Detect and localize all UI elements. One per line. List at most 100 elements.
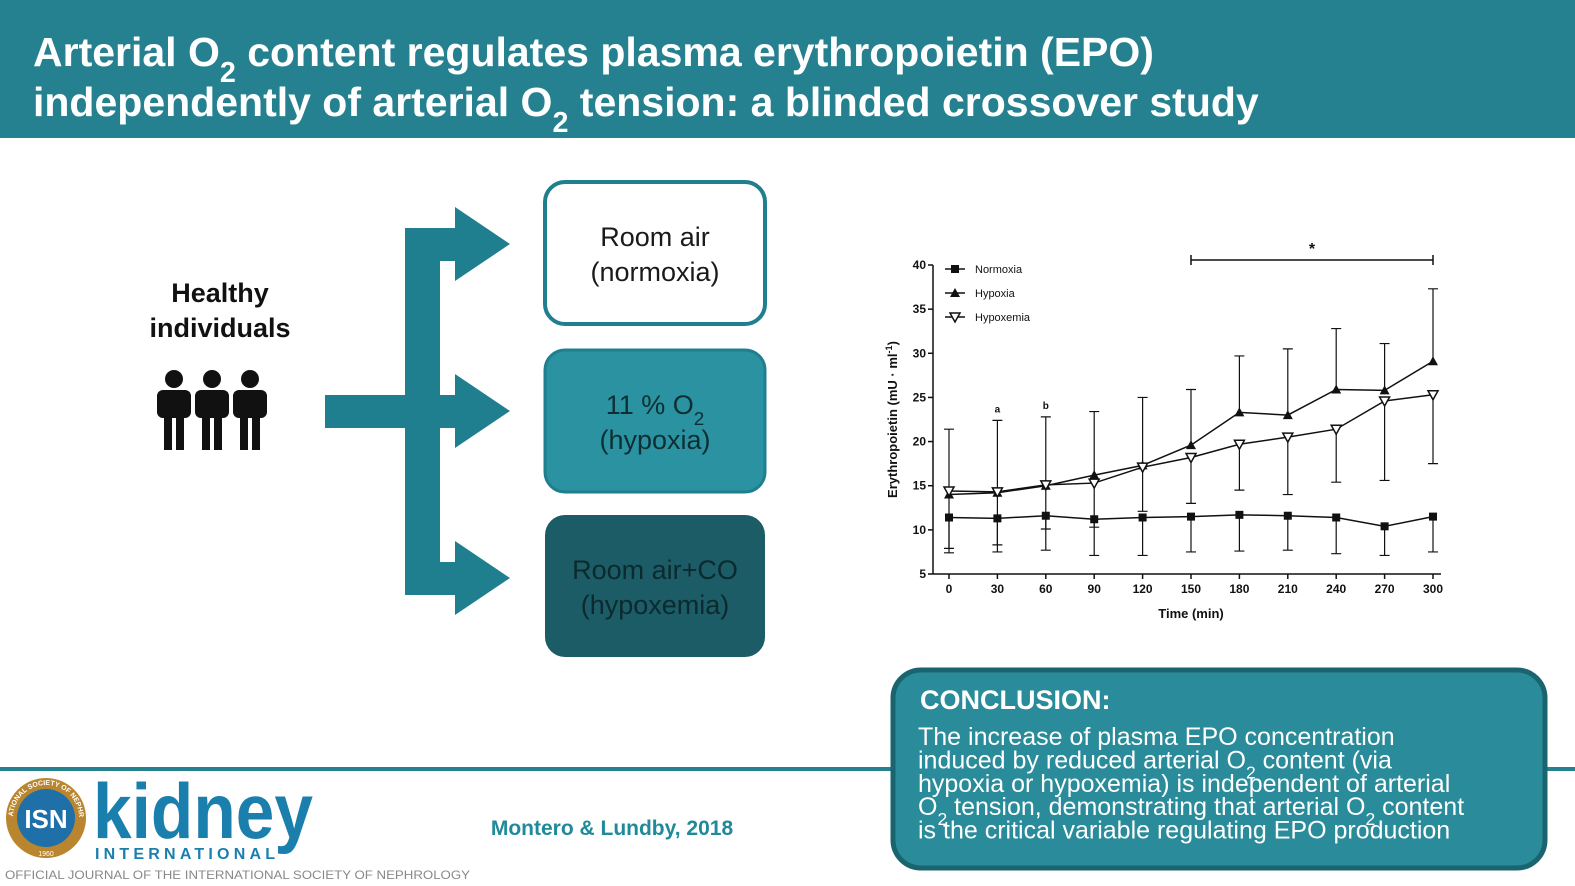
error-bar: [1040, 416, 1051, 486]
box-text-part: (hypoxemia): [581, 590, 730, 620]
conclusion-line-part: The increase of plasma EPO concentration: [918, 723, 1395, 751]
box-text-part: Room air: [600, 222, 710, 252]
legend-symbol: [948, 312, 962, 324]
x-tick-label: 300: [1423, 582, 1443, 596]
box-hypoxemia: [545, 515, 765, 657]
legend-label: Normoxia: [975, 264, 1023, 276]
y-axis-label-part: ): [885, 341, 900, 345]
box-text-part: (normoxia): [590, 257, 719, 287]
error-bar: [1331, 327, 1342, 390]
conclusion-line: is the critical variable regulating EPO …: [918, 817, 1450, 845]
error-bar: [1137, 517, 1148, 557]
conclusion-heading: CONCLUSION:: [920, 685, 1111, 715]
marker: [1187, 512, 1195, 521]
y-tick-label: 25: [913, 390, 927, 404]
conclusion-line-part: 2: [937, 809, 947, 829]
legend-symbol: [950, 288, 960, 297]
title-line-part: content regulates plasma erythropoietin …: [236, 29, 1154, 75]
x-tick-label: 0: [946, 582, 953, 596]
box-text: (normoxia): [590, 257, 719, 287]
logo-abbr: ISN: [24, 804, 67, 834]
error-bar: [1137, 467, 1148, 512]
title-line-part: independently of arterial O: [33, 79, 552, 125]
error-bar: [1089, 483, 1100, 528]
marker: [1283, 511, 1292, 520]
x-tick-label: 270: [1375, 582, 1395, 596]
error-bar: [1282, 515, 1293, 551]
error-bar: [1428, 288, 1438, 362]
marker: [1329, 424, 1343, 436]
error-bar: [1234, 514, 1245, 552]
x-tick-label: 150: [1181, 582, 1201, 596]
error-bar: [1379, 400, 1390, 482]
x-tick-label: 180: [1229, 582, 1249, 596]
conclusion-line: The increase of plasma EPO concentration: [918, 723, 1395, 751]
journal-tagline: OFFICIAL JOURNAL OF THE INTERNATIONAL SO…: [5, 868, 470, 882]
marker: [1039, 480, 1053, 492]
x-tick-label: 30: [991, 582, 1005, 596]
conclusion-line-part: content (via: [1256, 746, 1392, 774]
error-bar: [944, 428, 954, 495]
error-bar: [1282, 437, 1293, 496]
error-bar: [1379, 342, 1390, 391]
box-text: (hypoxia): [599, 425, 710, 455]
error-bar: [1331, 517, 1342, 555]
x-axis-label: Time (min): [1158, 606, 1224, 621]
annotation: a: [995, 404, 1001, 415]
error-bar: [1234, 444, 1245, 491]
title-line-part: 2: [552, 107, 568, 139]
marker: [1380, 522, 1389, 531]
marker: [942, 486, 956, 498]
error-bar: [1186, 388, 1196, 446]
conclusion-line: O2 tension, demonstrating that arterial …: [918, 793, 1464, 829]
error-bar: [992, 491, 1003, 546]
conclusion-line-part: O: [918, 793, 937, 821]
box-text-part: 11 % O: [606, 390, 694, 420]
x-tick-label: 120: [1133, 582, 1153, 596]
marker: [1233, 439, 1246, 451]
box-text-part: Room air+CO: [572, 555, 738, 585]
error-bar: [1234, 355, 1245, 413]
marker: [1235, 510, 1244, 519]
marker: [1426, 390, 1440, 402]
error-bar: [1089, 410, 1100, 476]
y-axis-label-part: Erythropoietin (mU · ml: [885, 353, 900, 497]
box-hypoxia: [543, 348, 767, 494]
marker: [1138, 513, 1147, 522]
logo-year: 1960: [38, 851, 54, 858]
title-line-part: tension: a blinded crossover study: [568, 79, 1259, 125]
box-text-part: 2: [694, 409, 705, 430]
x-tick-label: 240: [1326, 582, 1346, 596]
x-tick-label: 60: [1039, 582, 1053, 596]
significance-label: *: [1309, 241, 1316, 258]
box-text-part: (hypoxia): [599, 425, 710, 455]
error-bar: [1331, 429, 1342, 483]
conclusion-line-part: is the critical variable regulating EPO …: [918, 817, 1450, 845]
header-band: [0, 0, 1575, 138]
marker: [1087, 478, 1101, 490]
title-line: Arterial O2 content regulates plasma ery…: [33, 29, 1154, 89]
error-bar: [1428, 394, 1438, 465]
marker: [1282, 410, 1293, 420]
significance-bracket: [1190, 255, 1434, 265]
error-bar: [1379, 526, 1390, 557]
marker: [1281, 432, 1295, 444]
conclusion-line: induced by reduced arterial O2 content (…: [918, 746, 1392, 782]
annotation: b: [1043, 401, 1049, 412]
logo-core: [17, 789, 75, 847]
y-tick-label: 35: [913, 302, 927, 316]
title-line: independently of arterial O2 tension: a …: [33, 79, 1259, 139]
legend-symbol: [951, 265, 959, 273]
marker: [1379, 385, 1390, 395]
y-tick-label: 20: [913, 435, 927, 449]
box-text: Room air+CO: [572, 555, 738, 585]
y-axis-label-part: -1: [884, 345, 894, 353]
box-normoxia: [543, 180, 767, 326]
x-tick-label: 210: [1278, 582, 1298, 596]
legend-marker: [951, 265, 959, 273]
error-bar: [1428, 516, 1438, 553]
marker: [1186, 440, 1196, 450]
marker: [1332, 513, 1341, 522]
conclusion-line-part: 2: [1365, 809, 1375, 829]
